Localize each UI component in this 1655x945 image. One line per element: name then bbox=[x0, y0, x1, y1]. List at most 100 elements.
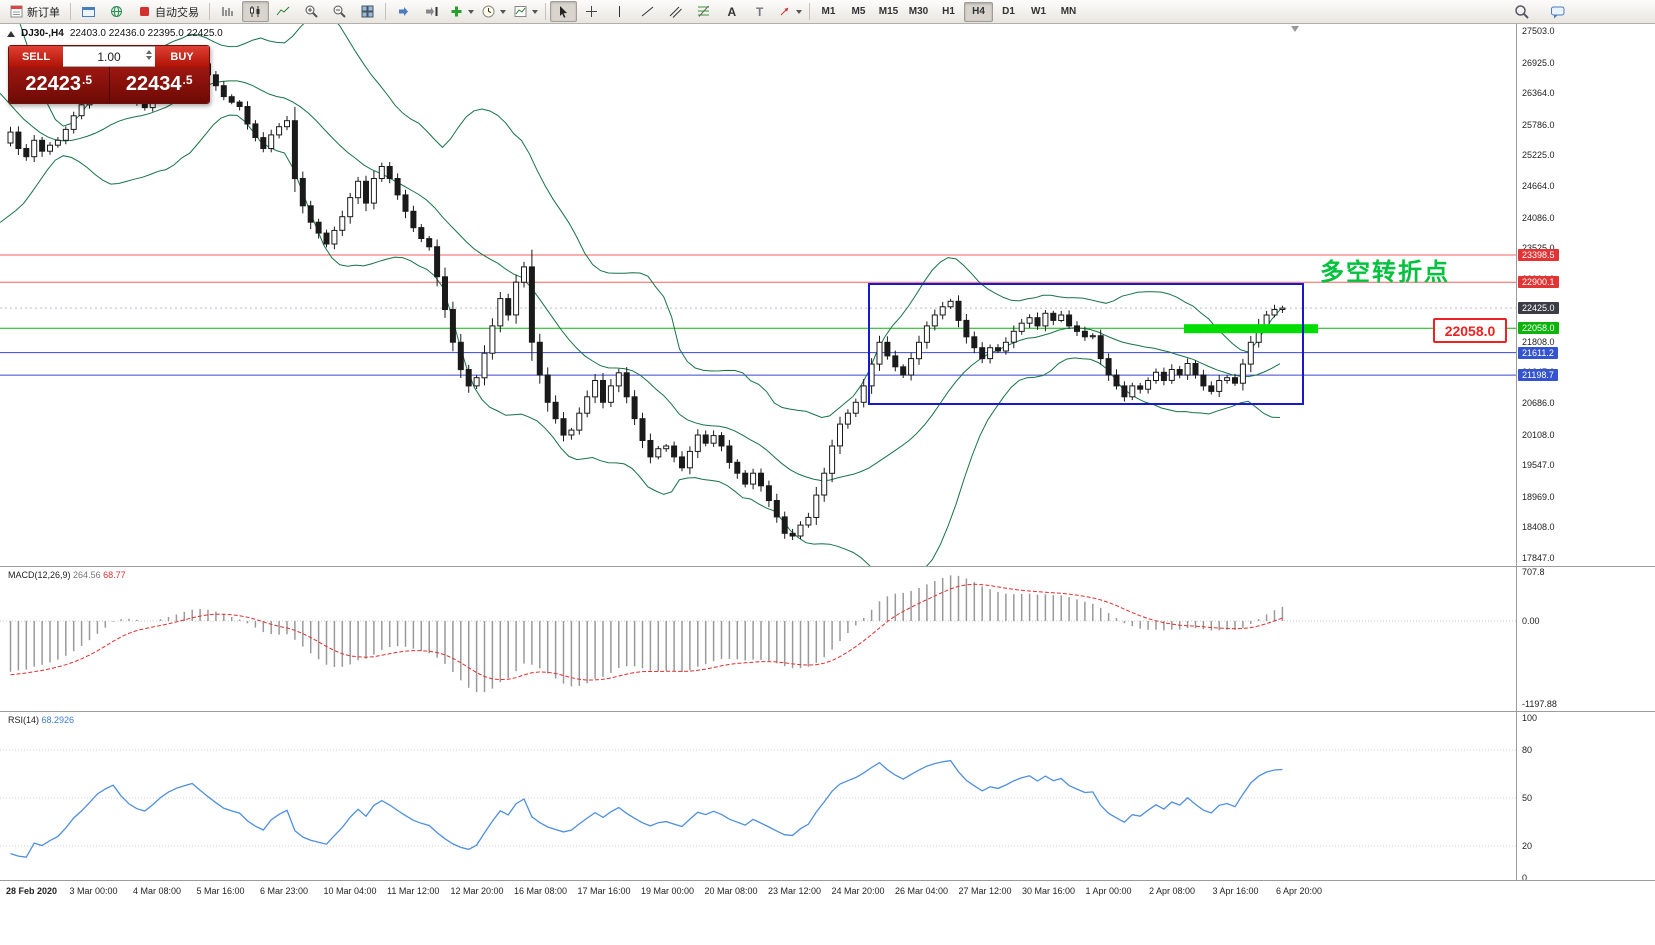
templates-button[interactable] bbox=[510, 1, 541, 22]
time-axis-label: 19 Mar 00:00 bbox=[641, 886, 695, 896]
periods-icon bbox=[482, 5, 495, 18]
panel-separator bbox=[0, 880, 1655, 881]
price-axis[interactable]: 27503.0 26925.0 26364.0 25786.0 25225.0 24664… bbox=[1517, 24, 1655, 883]
sell-button[interactable]: SELL bbox=[9, 46, 63, 67]
price-axis-label: 18969.0 bbox=[1522, 491, 1555, 502]
time-axis-label: 17 Mar 16:00 bbox=[577, 886, 631, 896]
arrow-tool-icon bbox=[780, 7, 789, 16]
bars-chart-icon bbox=[222, 7, 233, 16]
price-axis-label: 24664.0 bbox=[1522, 180, 1555, 191]
time-axis-label: 11 Mar 12:00 bbox=[387, 886, 440, 896]
time-axis-label: 4 Mar 08:00 bbox=[133, 886, 182, 896]
macd-name: MACD(12,26,9) bbox=[8, 570, 71, 580]
cursor-button[interactable] bbox=[550, 1, 577, 22]
chart-window-icon bbox=[82, 7, 95, 17]
time-axis-label: 16 Mar 08:00 bbox=[514, 886, 568, 896]
time-axis[interactable]: 28 Feb 2020 3 Mar 00:00 4 Mar 08:00 5 Mar 1… bbox=[0, 881, 1516, 904]
chart-shift-icon bbox=[426, 7, 438, 16]
timeframe-button-m5[interactable]: M5 bbox=[851, 6, 866, 17]
new-order-button[interactable]: 新订单 bbox=[3, 1, 66, 22]
rsi-axis-label: 100 bbox=[1522, 713, 1538, 723]
candlestick-chart-icon bbox=[250, 6, 260, 17]
spinner-down-icon[interactable] bbox=[146, 56, 152, 60]
text-label-button[interactable]: T bbox=[746, 1, 773, 22]
price-badge: 22058.0 bbox=[1518, 322, 1559, 335]
chart-window-button[interactable] bbox=[75, 1, 102, 22]
line-chart-button[interactable] bbox=[270, 1, 297, 22]
fibonacci-icon bbox=[698, 5, 709, 17]
globe-icon bbox=[111, 6, 122, 17]
timeframe-button-m30[interactable]: M30 bbox=[908, 6, 929, 17]
buy-button[interactable]: BUY bbox=[155, 46, 209, 67]
timeframe-button-h1[interactable]: H1 bbox=[942, 6, 955, 17]
trendline-button[interactable] bbox=[634, 1, 661, 22]
vertical-line-button[interactable] bbox=[606, 1, 633, 22]
chart-window: 27503.0 26925.0 26364.0 25786.0 25225.0 24664… bbox=[0, 24, 1655, 945]
macd-axis-label: -1197.88 bbox=[1522, 699, 1557, 709]
rsi-axis-label: 50 bbox=[1522, 793, 1533, 803]
macd-axis-label: 707.8 bbox=[1522, 566, 1545, 577]
text-label-icon: T bbox=[756, 5, 764, 19]
trendline-icon bbox=[641, 6, 654, 17]
buy-price-frac: .5 bbox=[182, 73, 193, 87]
time-axis-label: 24 Mar 20:00 bbox=[831, 886, 885, 896]
macd-signal-value: 68.77 bbox=[103, 570, 126, 580]
periods-button[interactable] bbox=[478, 1, 509, 22]
zoom-in-icon bbox=[305, 5, 318, 18]
rsi-value: 68.2926 bbox=[41, 715, 75, 725]
crosshair-button[interactable] bbox=[578, 1, 605, 22]
tile-windows-button[interactable] bbox=[354, 1, 381, 22]
channel-button[interactable] bbox=[662, 1, 689, 22]
rsi-name: RSI(14) bbox=[8, 715, 40, 725]
turning-point-annotation: 多空转折点 bbox=[1320, 259, 1450, 286]
auto-scroll-icon bbox=[399, 7, 408, 16]
timeframe-button-m15[interactable]: M15 bbox=[878, 6, 899, 17]
text-button[interactable]: A bbox=[718, 1, 745, 22]
price-badge: 22900.1 bbox=[1518, 276, 1559, 289]
price-chart-canvas[interactable] bbox=[0, 24, 1516, 566]
fibonacci-button[interactable] bbox=[690, 1, 717, 22]
auto-scroll-button[interactable] bbox=[390, 1, 417, 22]
crosshair-icon bbox=[586, 6, 597, 17]
timeframe-button-h4[interactable]: H4 bbox=[964, 1, 993, 22]
panel-separator bbox=[0, 566, 1655, 567]
panel-separator bbox=[0, 711, 1655, 712]
templates-icon bbox=[514, 6, 527, 17]
rsi-axis-label: 0 bbox=[1522, 873, 1528, 883]
search-button[interactable] bbox=[1508, 1, 1535, 22]
spinner-up-icon[interactable] bbox=[146, 50, 152, 54]
time-axis-label: 12 Mar 20:00 bbox=[450, 886, 504, 896]
community-button[interactable] bbox=[103, 1, 130, 22]
bars-chart-button[interactable] bbox=[214, 1, 241, 22]
tile-windows-icon bbox=[361, 5, 374, 18]
timeframe-button-m1[interactable]: M1 bbox=[821, 6, 836, 17]
candlestick-chart-button[interactable] bbox=[242, 1, 269, 22]
volume-spinner[interactable] bbox=[146, 50, 152, 60]
macd-panel-canvas[interactable] bbox=[0, 566, 1516, 711]
sell-price-main: 22423 bbox=[25, 73, 82, 95]
buy-price[interactable]: 22434 .5 bbox=[110, 67, 210, 103]
timeframe-button-d1[interactable]: D1 bbox=[1002, 6, 1015, 17]
rsi-panel-canvas[interactable] bbox=[0, 711, 1516, 880]
price-badge: 23398.5 bbox=[1518, 249, 1559, 261]
timeframe-button-mn[interactable]: MN bbox=[1060, 6, 1077, 17]
chart-shift-button[interactable] bbox=[418, 1, 445, 22]
add-indicator-button[interactable] bbox=[446, 1, 477, 22]
text-icon: A bbox=[728, 5, 737, 19]
volume-input[interactable]: 1.00 bbox=[63, 46, 155, 67]
timeframe-group: M1 M5 M15 M30 H1 H4 D1 W1 MN bbox=[814, 1, 1083, 22]
timeframe-button-w1[interactable]: W1 bbox=[1031, 6, 1046, 17]
chat-button[interactable] bbox=[1544, 1, 1571, 22]
one-click-toggle-icon[interactable] bbox=[7, 30, 15, 37]
arrow-tool-button[interactable] bbox=[774, 1, 805, 22]
sell-price[interactable]: 22423 .5 bbox=[9, 67, 109, 103]
price-axis-label: 26364.0 bbox=[1522, 88, 1555, 99]
chart-legend: DJ30-,H4 22403.0 22436.0 22395.0 22425.0 bbox=[7, 28, 223, 39]
macd-main-value: 264.56 bbox=[73, 570, 101, 580]
vertical-line-icon bbox=[619, 6, 620, 17]
auto-trading-button[interactable]: 自动交易 bbox=[131, 1, 205, 22]
zoom-in-button[interactable] bbox=[298, 1, 325, 22]
zoom-out-button[interactable] bbox=[326, 1, 353, 22]
chart-shift-marker[interactable] bbox=[1291, 26, 1299, 32]
